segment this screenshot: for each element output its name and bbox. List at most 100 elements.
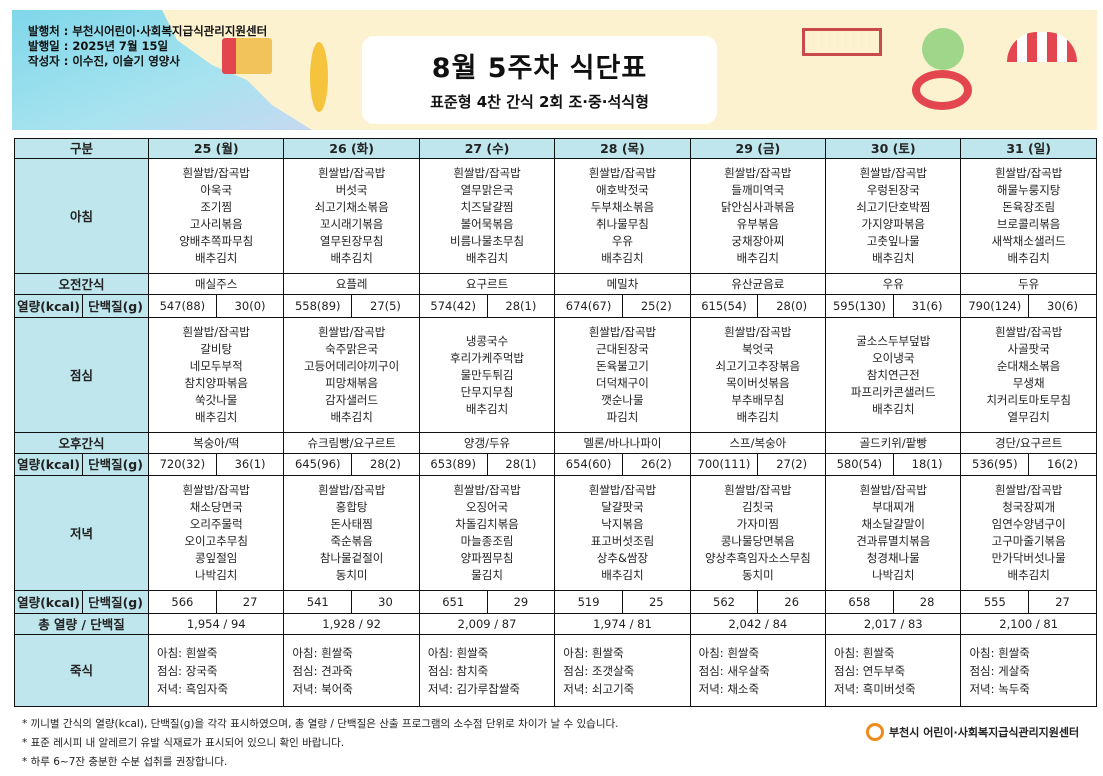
kcal-value: 653(89) bbox=[418, 453, 488, 476]
porridge-menu: 아침: 흰쌀죽 점심: 조갯살죽 저녁: 쇠고기죽 bbox=[554, 634, 691, 707]
menu-item: 아침: 흰쌀죽 bbox=[292, 645, 353, 660]
menu-item: 흰쌀밥/잡곡밥 bbox=[859, 166, 927, 180]
total-item: 2,009 / 87 bbox=[418, 613, 556, 635]
menu-item: 물김치 bbox=[471, 568, 503, 582]
dinner-menu: 흰쌀밥/잡곡밥 달걀팟국 낙지볶음 표고버섯조림 상추&쌈장 배추김치 bbox=[554, 475, 691, 591]
menu-item: 열무된장무침 bbox=[319, 234, 384, 248]
menu-item: 채소달걀말이 bbox=[861, 517, 925, 531]
protein-label: 단백질(g) bbox=[81, 294, 150, 318]
protein-value: 25 bbox=[621, 590, 691, 614]
nutrition-row: 열량(kcal) 단백질(g) 720(32) 36(1) 645(96) 28(2) 65… bbox=[14, 453, 1097, 476]
menu-item: 흰쌀밥/잡곡밥 bbox=[182, 166, 250, 180]
lunch-menu: 흰쌀밥/잡곡밥 사골팟국 순대채소볶음 무생채 치커리토마토무침 열무김치 bbox=[960, 317, 1097, 433]
kcal-value: 700(111) bbox=[689, 453, 759, 476]
protein-value: 27 bbox=[215, 590, 285, 614]
footnote: * 끼니별 간식의 열량(kcal), 단백질(g)을 각각 표시하였으며, 총… bbox=[22, 718, 619, 730]
menu-item: 치즈달걀찜 bbox=[460, 200, 514, 214]
porridge-menu: 아침: 흰쌀죽 점심: 참치죽 저녁: 김가루찹쌀죽 bbox=[418, 634, 556, 707]
turtle-mascot-icon bbox=[922, 28, 964, 70]
menu-item: 후리가케주먹밥 bbox=[450, 350, 525, 365]
porridge-menu: 아침: 흰쌀죽 점심: 게살죽 저녁: 녹두죽 bbox=[960, 634, 1097, 707]
volleyball-net-icon bbox=[802, 28, 882, 56]
dinner-menu: 흰쌀밥/잡곡밥 채소당면국 오리주물럭 오이고추무침 콩잎절임 나박김치 bbox=[148, 475, 285, 591]
menu-item: 피망채볶음 bbox=[325, 376, 379, 390]
menu-item: 청국장찌개 bbox=[1002, 500, 1056, 514]
menu-item: 배추김치 bbox=[330, 251, 373, 265]
dinner-menu: 흰쌀밥/잡곡밥 부대찌개 채소달걀말이 견과류멸치볶음 청경채나물 나박김치 bbox=[825, 475, 962, 591]
total-item: 1,954 / 94 bbox=[148, 613, 285, 635]
nutrition-row: 열량(kcal) 단백질(g) 566 27 541 30 651 29 519 25 562 26 6… bbox=[14, 590, 1097, 614]
menu-item: 오리주물럭 bbox=[189, 517, 243, 531]
menu-item: 점심: 견과죽 bbox=[292, 663, 353, 678]
menu-item: 아침: 흰쌀죽 bbox=[969, 645, 1030, 660]
pm_snack-label: 오후간식 bbox=[13, 432, 150, 454]
kcal-value: 536(95) bbox=[960, 453, 1030, 476]
dinner-menu: 흰쌀밥/잡곡밥 홍합탕 돈사태찜 죽순볶음 참나물겉절이 동치미 bbox=[283, 475, 420, 591]
protein-value: 28(0) bbox=[757, 294, 827, 318]
title-box: 8월 5주차 식단표 표준형 4찬 간식 2회 조·중·석식형 bbox=[362, 36, 717, 124]
lunch-row: 점심 흰쌀밥/잡곡밥 갈비탕 네모두부적 참치양파볶음 쑥갓나물 배추김치 흰쌀밥/잡곡밥 숙주… bbox=[13, 317, 1097, 433]
menu-item: 오이냉국 bbox=[872, 350, 915, 365]
menu-item: 양배추쪽파무침 bbox=[179, 234, 254, 248]
menu-item: 아욱국 bbox=[200, 183, 233, 197]
protein-value: 27(2) bbox=[757, 453, 827, 476]
breakfast-row: 아침 흰쌀밥/잡곡밥 아욱국 조기찜 고사리볶음 양배추쪽파무침 배추김치 흰쌀밥/잡곡밥 버섯… bbox=[13, 158, 1097, 274]
menu-item: 흰쌀밥/잡곡밥 bbox=[182, 325, 250, 339]
menu-item: 배추김치 bbox=[601, 568, 644, 582]
menu-item: 배추김치 bbox=[1007, 568, 1050, 582]
menu-item: 닭안심사과볶음 bbox=[720, 200, 795, 214]
menu-item: 고등어데리야끼구이 bbox=[304, 359, 400, 373]
menu-item: 꼬시래기볶음 bbox=[319, 217, 384, 231]
menu-item: 들깨미역국 bbox=[731, 183, 785, 197]
kcal-value: 654(60) bbox=[554, 453, 623, 476]
footnotes: * 끼니별 간식의 열량(kcal), 단백질(g)을 각각 표시하였으며, 총… bbox=[22, 715, 618, 772]
am_snack-item: 메밀차 bbox=[554, 273, 691, 295]
menu-item: 취나물무침 bbox=[595, 217, 649, 231]
kcal-value: 562 bbox=[689, 590, 759, 614]
menu-item: 흰쌀밥/잡곡밥 bbox=[182, 483, 250, 497]
kcal-value: 615(54) bbox=[689, 294, 759, 318]
protein-value: 28(1) bbox=[486, 294, 556, 318]
menu-item: 상추&쌈장 bbox=[596, 551, 649, 565]
nutrition-row: 열량(kcal) 단백질(g) 547(88) 30(0) 558(89) 27(5) 57… bbox=[14, 294, 1097, 318]
am_snack-item: 유산균음료 bbox=[689, 273, 827, 295]
protein-value: 16(2) bbox=[1028, 453, 1097, 476]
menu-item: 쇠고기고추장볶음 bbox=[715, 359, 801, 373]
kcal-value: 547(88) bbox=[148, 294, 217, 318]
menu-item: 오징어국 bbox=[465, 500, 509, 514]
dinner-menu: 흰쌀밥/잡곡밥 오징어국 차돌김치볶음 마늘종조림 양파찜무침 물김치 bbox=[418, 475, 556, 591]
am_snack-item: 우유 bbox=[825, 273, 962, 295]
menu-item: 채소당면국 bbox=[189, 500, 243, 514]
total-item: 2,100 / 81 bbox=[960, 613, 1097, 635]
breakfast-label: 아침 bbox=[13, 158, 150, 274]
kcal-value: 674(67) bbox=[554, 294, 623, 318]
menu-item: 굴소스두부덮밥 bbox=[856, 333, 931, 348]
publisher: 발행처 : 부천시어린이·사회복지급식관리지원센터 bbox=[28, 24, 268, 38]
menu-item: 차돌김치볶음 bbox=[455, 517, 519, 531]
menu-item: 나박김치 bbox=[195, 568, 238, 582]
kcal-label: 열량(kcal) bbox=[14, 294, 83, 318]
menu-item: 흰쌀밥/잡곡밥 bbox=[724, 325, 792, 339]
menu-item: 배추김치 bbox=[465, 251, 509, 265]
menu-item: 궁채장아찌 bbox=[731, 234, 785, 248]
menu-item: 감자샐러드 bbox=[325, 393, 379, 407]
total-item: 1,974 / 81 bbox=[554, 613, 691, 635]
kcal-value: 574(42) bbox=[418, 294, 488, 318]
menu-item: 가자미찜 bbox=[736, 517, 779, 531]
sandcastle-icon bbox=[222, 38, 272, 74]
am_snack-row: 오전간식 매실주스 요플레 요구르트 메밀차 유산균음료 우유 두유 bbox=[13, 273, 1097, 295]
porridge-label: 죽식 bbox=[13, 634, 150, 707]
breakfast-menu: 흰쌀밥/잡곡밥 열무맑은국 치즈달걀찜 볼어묵볶음 비름나물초무침 배추김치 bbox=[418, 158, 556, 274]
menu-item: 저녁: 흑임자죽 bbox=[157, 681, 229, 696]
menu-item: 부추배무침 bbox=[731, 393, 785, 407]
menu-item: 근대된장국 bbox=[595, 342, 649, 356]
menu-item: 청경채나물 bbox=[866, 551, 920, 565]
footnote: * 하루 6~7잔 충분한 수분 섭취를 권장합니다. bbox=[22, 756, 228, 768]
menu-item: 흰쌀밥/잡곡밥 bbox=[453, 483, 521, 497]
menu-item: 물만두튀김 bbox=[460, 367, 514, 382]
menu-item: 흰쌀밥/잡곡밥 bbox=[724, 166, 792, 180]
menu-item: 갈비탕 bbox=[200, 342, 233, 356]
menu-item: 낙지볶음 bbox=[601, 517, 644, 531]
beach-umbrella-icon bbox=[1007, 32, 1077, 62]
menu-item: 애호박젓국 bbox=[595, 183, 649, 197]
